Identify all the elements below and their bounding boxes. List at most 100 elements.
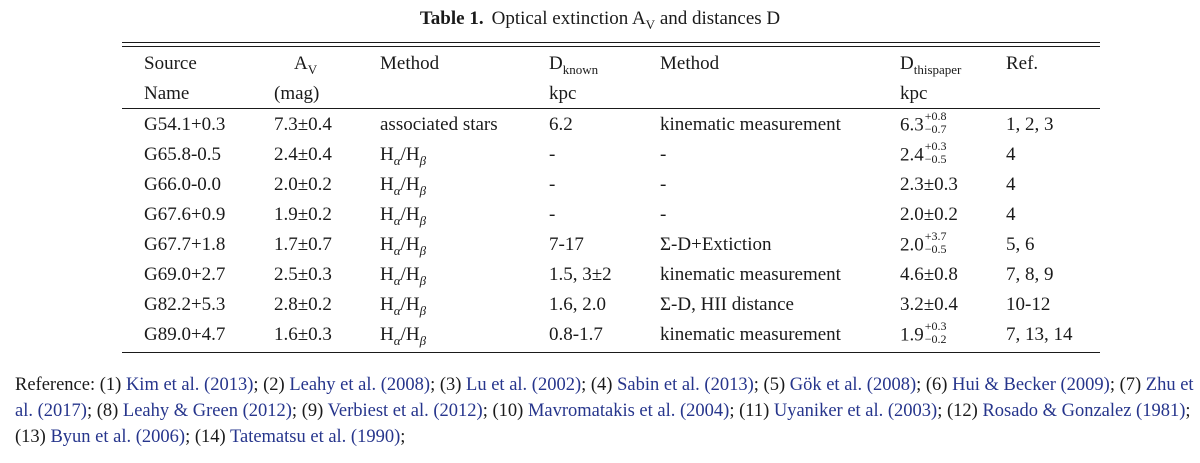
- cell-av: 2.0±0.2: [274, 174, 332, 195]
- cell-av: 2.4±0.4: [274, 144, 332, 165]
- header-dthis-2: kpc: [900, 83, 928, 104]
- cell-av: 1.6±0.3: [274, 324, 332, 345]
- slash-h: /H: [400, 324, 420, 345]
- reference-link[interactable]: Tatematsu et al. (1990): [229, 427, 401, 447]
- cell-method: Hα/Hβ: [380, 293, 426, 318]
- reference-number: (14): [194, 427, 226, 447]
- alpha-sub: α: [393, 273, 401, 288]
- reference-number: (12): [946, 401, 978, 421]
- cell-dknown: -: [549, 144, 556, 165]
- reference-list: Reference: (1) Kim et al. (2013); (2) Le…: [15, 375, 1194, 447]
- cell-method2: kinematic measurement: [660, 324, 841, 345]
- cell-method2: kinematic measurement: [660, 264, 841, 285]
- cell-source: G66.0-0.0: [144, 174, 222, 195]
- alpha-sub: α: [393, 153, 401, 168]
- cell-source: G67.7+1.8: [144, 234, 226, 255]
- reference-number: (10): [492, 401, 524, 421]
- cell-ref: 5, 6: [1006, 234, 1035, 255]
- reference-link[interactable]: Mavromatakis et al. (2004): [527, 401, 730, 421]
- header-dknown-main: D: [549, 53, 563, 74]
- cell-method2: -: [660, 174, 667, 195]
- cell-ref: 1, 2, 3: [1006, 114, 1054, 135]
- cell-av: 7.3±0.4: [274, 114, 332, 135]
- dthis-errors: +0.8 −0.7: [925, 110, 947, 136]
- header-source: Source: [144, 53, 197, 74]
- reference-link[interactable]: Leahy & Green (2012): [122, 401, 292, 421]
- header-method2: Method: [660, 53, 720, 74]
- h-letter: H: [380, 144, 394, 165]
- alpha-sub: α: [393, 243, 401, 258]
- alpha-sub: α: [393, 213, 401, 228]
- h-letter: H: [380, 174, 394, 195]
- table-caption-text: Optical extinction A: [491, 8, 646, 29]
- alpha-sub: α: [393, 183, 401, 198]
- cell-ref: 4: [1006, 204, 1016, 225]
- reference-number: (9): [301, 401, 324, 421]
- reference-link[interactable]: Gök et al. (2008): [789, 375, 917, 395]
- header-method: Method: [380, 53, 440, 74]
- table-caption-sub: V: [645, 17, 656, 32]
- header-av-2: (mag): [274, 83, 320, 104]
- alpha-sub: α: [393, 303, 401, 318]
- cell-dknown: 7-17: [549, 234, 584, 255]
- cell-ref: 4: [1006, 144, 1016, 165]
- slash-h: /H: [400, 204, 420, 225]
- reference-number: (2): [263, 375, 285, 395]
- reference-number: (13): [15, 427, 46, 447]
- h-letter: H: [380, 324, 394, 345]
- reference-link[interactable]: Hui & Becker (2009): [952, 375, 1110, 395]
- cell-source: G89.0+4.7: [144, 324, 226, 345]
- dthis-value: 1.9: [900, 324, 924, 346]
- cell-method: Hα/Hβ: [380, 323, 426, 348]
- reference-link[interactable]: Byun et al. (2006): [50, 427, 186, 447]
- dthis-err-lower: −0.7: [924, 122, 947, 136]
- h-letter: H: [380, 204, 394, 225]
- cell-method: Hα/Hβ: [380, 173, 426, 198]
- cell-method2: Σ-D+Extiction: [660, 234, 772, 255]
- reference-link[interactable]: Uyaniker et al. (2003): [773, 401, 938, 421]
- slash-h: /H: [400, 264, 420, 285]
- reference-number: (3): [439, 375, 462, 395]
- cell-av: 2.5±0.3: [274, 264, 332, 285]
- beta-sub: β: [419, 273, 427, 288]
- cell-dthis: 4.6±0.8: [900, 264, 958, 285]
- header-source-2: Name: [144, 83, 190, 104]
- cell-method: Hα/Hβ: [380, 143, 426, 168]
- cell-dthis: 2.4 +0.3 −0.5: [900, 140, 947, 169]
- cell-method2: kinematic measurement: [660, 114, 841, 135]
- reference-number: (11): [739, 401, 770, 421]
- h-letter: H: [380, 294, 394, 315]
- reference-number: (5): [763, 375, 786, 395]
- reference-lead: Reference:: [15, 375, 96, 395]
- cell-dthis: 1.9 +0.3 −0.2: [900, 319, 947, 349]
- cell-dknown: 6.2: [549, 114, 573, 135]
- header-dknown: Dknown: [549, 52, 598, 77]
- cell-method: Hα/Hβ: [380, 263, 426, 288]
- reference-number: (6): [925, 375, 948, 395]
- reference-link[interactable]: Leahy et al. (2008): [289, 375, 431, 395]
- dthis-errors: +0.3 −0.5: [925, 140, 947, 166]
- table-caption: Table 1. Optical extinction AV and distan…: [0, 7, 1200, 32]
- cell-dthis: 6.3 +0.8 −0.7: [900, 110, 947, 139]
- reference-link[interactable]: Zhu et al. (2017): [15, 375, 1194, 421]
- cell-method2: -: [660, 204, 667, 225]
- cell-method: associated stars: [380, 114, 498, 135]
- cell-ref: 7, 8, 9: [1006, 264, 1054, 285]
- cell-dknown: -: [549, 204, 556, 225]
- reference-link[interactable]: Kim et al. (2013): [125, 375, 254, 395]
- dthis-err-upper: +0.3: [924, 319, 947, 333]
- header-dknown-2: kpc: [549, 83, 577, 104]
- dthis-err-upper: +0.8: [924, 109, 947, 123]
- cell-method: Hα/Hβ: [380, 203, 426, 228]
- header-av-sub: V: [307, 62, 318, 77]
- reference-link[interactable]: Lu et al. (2002): [466, 375, 582, 395]
- dthis-err-upper: +0.3: [924, 139, 947, 153]
- cell-ref: 7, 13, 14: [1006, 324, 1073, 345]
- reference-link[interactable]: Rosado & Gonzalez (1981): [982, 401, 1186, 421]
- reference-link[interactable]: Sabin et al. (2013): [617, 375, 754, 395]
- dthis-value: 2.4: [900, 144, 924, 166]
- reference-link[interactable]: Verbiest et al. (2012): [327, 401, 483, 421]
- header-av: AV: [294, 52, 317, 77]
- cell-method2: -: [660, 144, 667, 165]
- dthis-err-lower: −0.5: [924, 152, 947, 166]
